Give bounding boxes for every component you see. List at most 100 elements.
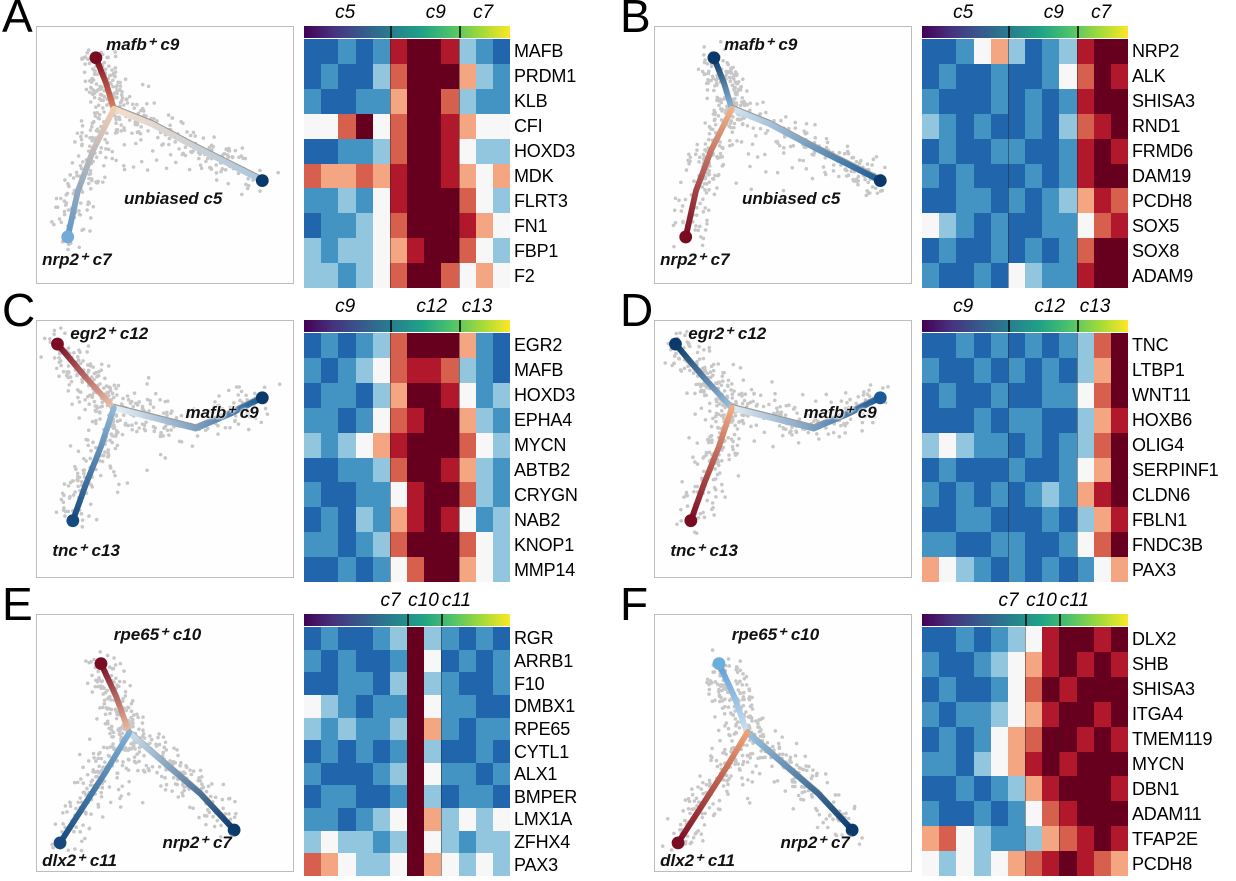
- heatmap-cell: [424, 432, 442, 458]
- trajectory-branch: [728, 394, 884, 432]
- heatmap-cell: [1110, 801, 1129, 827]
- heatmap-cell: [372, 785, 390, 809]
- heatmap-row: [304, 808, 511, 831]
- heatmap-row: [922, 213, 1129, 239]
- gene-label: LTBP1: [1132, 360, 1185, 381]
- heatmap-cell: [1007, 263, 1026, 289]
- heatmap-cell: [922, 776, 940, 802]
- heatmap-cell: [389, 213, 408, 239]
- heatmap-grid: [304, 627, 511, 877]
- heatmap-cell: [973, 382, 991, 408]
- heatmap-cell: [1110, 113, 1129, 139]
- heatmap-cell: [407, 785, 425, 809]
- heatmap-cell: [338, 830, 356, 854]
- heatmap-cell: [441, 163, 459, 189]
- heatmap-cell: [492, 507, 511, 533]
- heatmap-row: [922, 88, 1129, 114]
- heatmap-cell: [990, 39, 1008, 64]
- gene-label: TNC: [1132, 335, 1169, 356]
- heatmap-cell: [355, 457, 373, 483]
- heatmap-cell: [990, 676, 1008, 702]
- heatmap-cell: [458, 507, 476, 533]
- heatmap-cell: [1042, 432, 1060, 458]
- heatmap-cell: [1076, 851, 1094, 877]
- heatmap-cell: [372, 740, 390, 763]
- heatmap-cell: [1025, 213, 1043, 239]
- heatmap-cell: [1007, 751, 1026, 777]
- heatmap-cell: [1042, 163, 1060, 189]
- heatmap-cell: [1093, 357, 1111, 383]
- heatmap-cell: [1110, 482, 1129, 508]
- heatmap-cell: [458, 63, 476, 89]
- heatmap-cell: [1007, 826, 1026, 852]
- gene-label: PCDH8: [1132, 853, 1193, 874]
- principal-curve-line: [731, 104, 881, 178]
- heatmap-cell: [321, 740, 339, 763]
- cluster-boundary-line: [1076, 26, 1079, 38]
- heatmap-cell: [1059, 63, 1077, 89]
- heatmap-cell: [304, 432, 322, 458]
- cluster-boundary-line: [1007, 333, 1009, 582]
- gene-label: HOXB6: [1132, 410, 1193, 431]
- heatmap-cell: [1007, 163, 1026, 189]
- heatmap-cell: [304, 672, 322, 695]
- heatmap-cell: [492, 333, 511, 358]
- heatmap-cell: [304, 163, 322, 189]
- heatmap-cell: [372, 507, 390, 533]
- gene-label: ITGA4: [1132, 704, 1184, 725]
- heatmap-cell: [389, 808, 408, 831]
- heatmap-cell: [1025, 457, 1043, 483]
- heatmap-cell: [475, 482, 493, 508]
- heatmap-row: [922, 163, 1129, 189]
- gene-label: HOXD3: [514, 141, 576, 162]
- heatmap-cell: [973, 532, 991, 558]
- heatmap-cell: [475, 507, 493, 533]
- heatmap-cell: [372, 213, 390, 239]
- heatmap-cell: [922, 113, 940, 139]
- heatmap-cell: [407, 532, 425, 558]
- heatmap-cell: [338, 532, 356, 558]
- gene-label: PCDH8: [1132, 190, 1193, 211]
- heatmap-row: [922, 651, 1129, 677]
- heatmap-cell: [1007, 701, 1026, 727]
- heatmap-cell: [990, 263, 1008, 289]
- heatmap-cell: [407, 830, 425, 854]
- heatmap-cell: [939, 263, 957, 289]
- heatmap-cell: [304, 357, 322, 383]
- figure-panel: A mafb⁺ c9 unbiased c5 nrp2⁺ c7 c5 c9 c7 MAF…: [0, 0, 618, 294]
- heatmap-cell: [1093, 557, 1111, 583]
- heatmap-cell: [1093, 801, 1111, 827]
- gene-label: CLDN6: [1132, 484, 1191, 505]
- heatmap-row: [922, 726, 1129, 752]
- heatmap-cell: [458, 163, 476, 189]
- cluster-endpoint-dot: [669, 337, 682, 351]
- heatmap-row: [922, 701, 1129, 727]
- heatmap-cell: [321, 213, 339, 239]
- gene-label: LMX1A: [514, 809, 573, 830]
- cluster-boundary-line: [389, 320, 392, 332]
- trajectory-branch: [69, 405, 117, 524]
- heatmap-cell: [458, 853, 476, 877]
- heatmap-cell: [1059, 39, 1077, 64]
- heatmap-cell: [475, 333, 493, 358]
- gene-label: SHB: [1132, 654, 1169, 675]
- gene-label: MAFB: [514, 360, 564, 381]
- heatmap-cell: [458, 238, 476, 264]
- heatmap-cell: [1059, 507, 1077, 533]
- heatmap-cell: [389, 717, 408, 741]
- heatmap-cell: [424, 672, 442, 695]
- heatmap-cell: [922, 138, 940, 164]
- heatmap-cell: [355, 333, 373, 358]
- heatmap-cell: [475, 740, 493, 763]
- heatmap-cell: [1025, 851, 1043, 877]
- cluster-label: mafb⁺ c9: [106, 34, 180, 54]
- heatmap-cell: [492, 113, 511, 139]
- heatmap-column-label: c11: [1059, 590, 1090, 611]
- heatmap-cell: [956, 407, 974, 433]
- heatmap-cell: [475, 357, 493, 383]
- trajectory-branch: [92, 54, 117, 112]
- heatmap-cell: [990, 851, 1008, 877]
- heatmap-cell: [407, 457, 425, 483]
- heatmap-cell: [458, 333, 476, 358]
- heatmap-cell: [990, 776, 1008, 802]
